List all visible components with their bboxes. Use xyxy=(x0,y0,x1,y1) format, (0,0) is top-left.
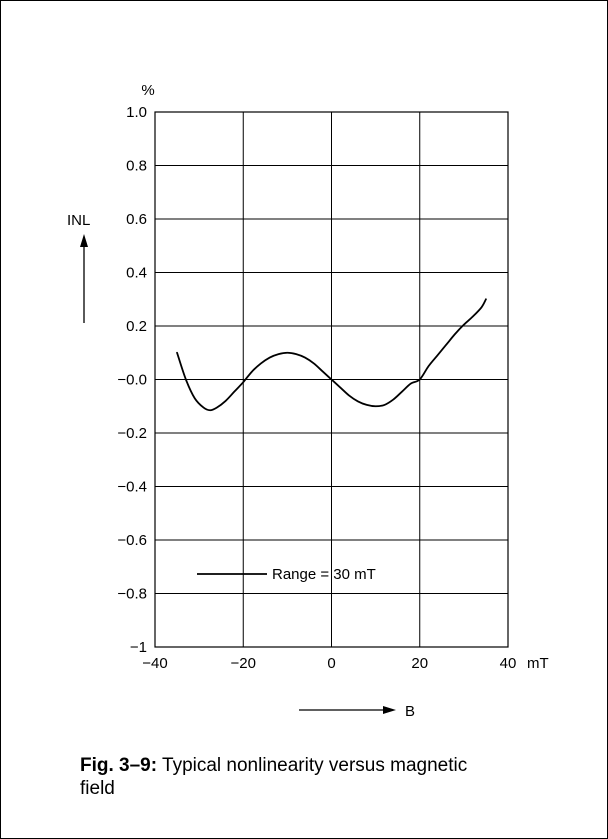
y-tick-label: −0.6 xyxy=(117,532,147,549)
x-axis-unit: mT xyxy=(527,655,549,672)
y-tick-label: 0.2 xyxy=(126,318,147,335)
x-tick-label: 40 xyxy=(500,655,517,672)
y-axis-unit: % xyxy=(141,82,154,99)
x-axis-label: B xyxy=(405,703,415,720)
y-tick-label: 0.4 xyxy=(126,265,147,282)
y-tick-label: −0.0 xyxy=(117,372,147,389)
figure-number: Fig. 3–9: xyxy=(80,755,158,776)
figure-caption-text: Typical nonlinearity versus magnetic fie… xyxy=(80,755,468,799)
x-tick-label: −40 xyxy=(142,655,167,672)
legend: Range = 30 mT xyxy=(197,566,376,583)
y-tick-label: 1.0 xyxy=(126,104,147,121)
series-line xyxy=(176,298,487,412)
series xyxy=(176,298,487,412)
figure-caption: Fig. 3–9: Typical nonlinearity versus ma… xyxy=(80,754,500,800)
y-tick-label: −0.4 xyxy=(117,479,147,496)
y-tick-label: −1 xyxy=(130,639,147,656)
y-tick-label: 0.8 xyxy=(126,158,147,175)
x-tick-label: 20 xyxy=(411,655,428,672)
y-tick-label: −0.2 xyxy=(117,425,147,442)
y-tick-label: −0.8 xyxy=(117,586,147,603)
plot-frame xyxy=(154,111,509,648)
y-tick-labels: 1.0 0.8 0.6 0.4 0.2 −0.0 −0.2 −0.4 −0.6 −0.8 −1 xyxy=(117,104,147,656)
legend-label: Range = 30 mT xyxy=(272,566,376,583)
y-tick-label: 0.6 xyxy=(126,211,147,228)
x-axis-arrow xyxy=(299,706,396,714)
x-tick-labels: −40 −20 0 20 40 xyxy=(142,655,516,672)
x-tick-label: 0 xyxy=(327,655,335,672)
x-tick-label: −20 xyxy=(231,655,256,672)
y-axis-arrow xyxy=(80,234,88,323)
y-axis-label: INL xyxy=(67,212,90,229)
plot-area-border xyxy=(154,111,509,648)
